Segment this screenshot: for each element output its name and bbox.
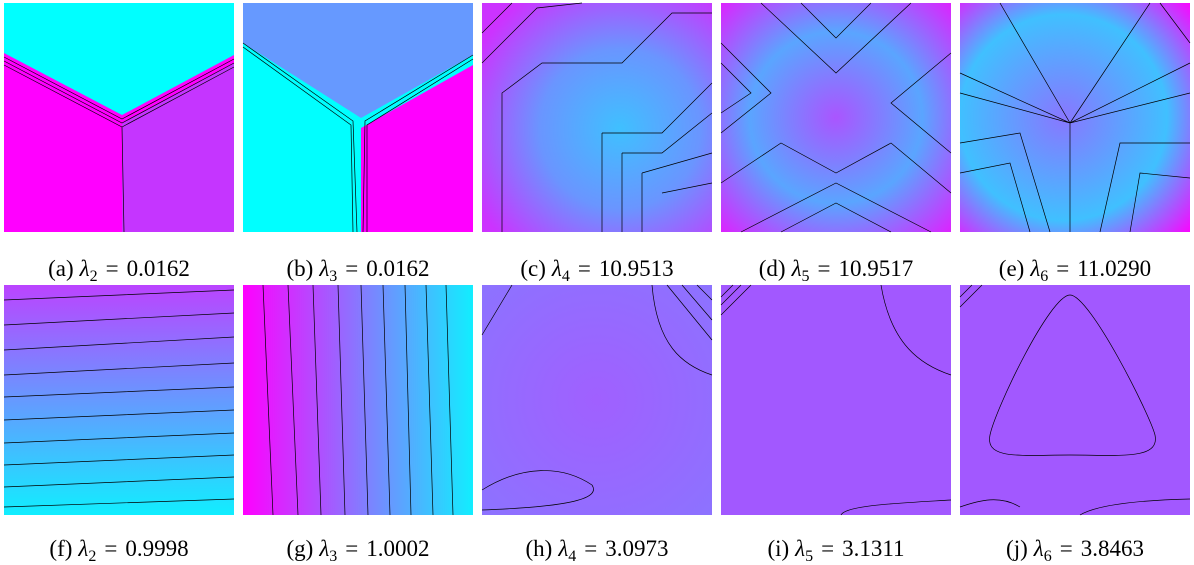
caption: (a) λ2 = 0.0162 (48, 256, 190, 285)
panel-e-image (959, 2, 1191, 233)
caption-tag: (b) (286, 256, 313, 281)
caption-subscript: 5 (802, 268, 810, 285)
caption-symbol: λ (79, 256, 90, 281)
caption-relation: = (818, 256, 831, 281)
caption-value: 3.8463 (1081, 536, 1144, 561)
caption-value: 10.9513 (599, 256, 674, 281)
caption-subscript: 2 (90, 268, 98, 285)
caption-relation: = (345, 536, 358, 561)
caption-tag: (f) (49, 536, 72, 561)
caption-subscript: 2 (88, 548, 96, 565)
caption-relation: = (821, 536, 834, 561)
caption-symbol: λ (1029, 256, 1040, 281)
caption-symbol: λ (1033, 536, 1044, 561)
caption-relation: = (584, 536, 597, 561)
panel-a-image (3, 3, 235, 233)
caption-relation: = (106, 256, 119, 281)
caption-symbol: λ (318, 256, 329, 281)
panel-b-image (242, 3, 474, 233)
caption-subscript: 6 (1040, 268, 1048, 285)
caption-subscript: 3 (329, 548, 337, 565)
caption: (c) λ4 = 10.9513 (520, 256, 673, 285)
caption-value: 3.0973 (605, 536, 668, 561)
caption-tag: (j) (1006, 536, 1028, 561)
panel-c-image (481, 2, 713, 232)
caption: (f) λ2 = 0.9998 (49, 536, 188, 565)
caption: (h) λ4 = 3.0973 (525, 536, 668, 565)
caption-value: 0.0162 (366, 256, 429, 281)
caption-symbol: λ (557, 536, 568, 561)
caption: (i) λ5 = 3.1311 (767, 536, 904, 565)
caption-symbol: λ (551, 256, 562, 281)
caption-value: 0.0162 (127, 256, 190, 281)
caption-value: 0.9998 (125, 536, 188, 561)
caption-relation: = (345, 256, 358, 281)
caption-tag: (g) (286, 536, 313, 561)
caption-tag: (a) (48, 256, 74, 281)
caption-symbol: λ (794, 536, 805, 561)
caption-value: 3.1311 (842, 536, 904, 561)
caption-symbol: λ (318, 536, 329, 561)
captions: (a) λ2 = 0.0162 (b) λ3 = 0.0162 (c) λ4 = 10.9513 (d)… (48, 256, 1151, 565)
caption-symbol: λ (77, 536, 88, 561)
caption-tag: (d) (759, 256, 786, 281)
caption: (e) λ6 = 11.0290 (999, 256, 1151, 285)
caption-tag: (i) (767, 536, 789, 561)
caption: (j) λ6 = 3.8463 (1006, 536, 1144, 565)
caption-symbol: λ (791, 256, 802, 281)
panel-d-image (720, 2, 952, 233)
panel-f-image (3, 285, 235, 515)
caption-relation: = (578, 256, 591, 281)
caption-tag: (c) (520, 256, 546, 281)
panel-i-image (720, 284, 952, 516)
caption-relation: = (1056, 256, 1069, 281)
panel-g-image (243, 284, 473, 516)
caption-subscript: 4 (568, 548, 576, 565)
caption-relation: = (104, 536, 117, 561)
caption-subscript: 6 (1044, 548, 1052, 565)
caption-subscript: 4 (562, 268, 570, 285)
caption-subscript: 5 (805, 548, 813, 565)
caption: (b) λ3 = 0.0162 (286, 256, 429, 285)
caption-tag: (h) (525, 536, 552, 561)
caption-value: 1.0002 (366, 536, 429, 561)
panel-h-image (481, 284, 713, 515)
caption: (g) λ3 = 1.0002 (286, 536, 429, 565)
caption-value: 10.9517 (839, 256, 914, 281)
caption: (d) λ5 = 10.9517 (759, 256, 914, 285)
caption-subscript: 3 (329, 268, 337, 285)
panel-j-image (959, 284, 1191, 516)
caption-relation: = (1060, 536, 1073, 561)
caption-tag: (e) (999, 256, 1025, 281)
caption-value: 11.0290 (1077, 256, 1151, 281)
